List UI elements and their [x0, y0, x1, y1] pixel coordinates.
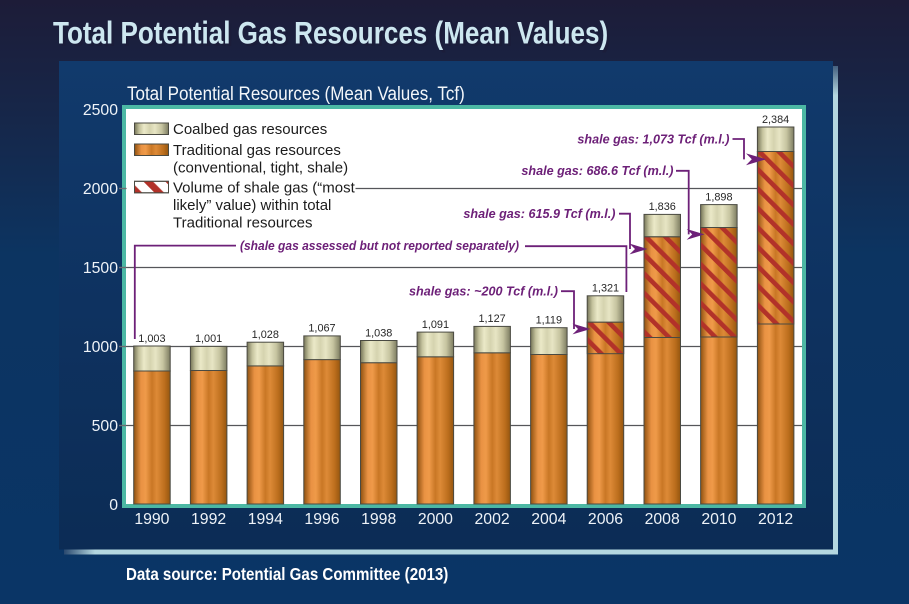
svg-text:Volume of shale gas (“most: Volume of shale gas (“most — [173, 179, 356, 196]
svg-text:1998: 1998 — [361, 511, 396, 528]
svg-text:2,384: 2,384 — [762, 114, 789, 126]
svg-text:1996: 1996 — [304, 511, 339, 528]
svg-text:Total Potential Resources (Mea: Total Potential Resources (Mean Values, … — [127, 82, 465, 104]
svg-text:2008: 2008 — [645, 511, 680, 528]
svg-text:Coalbed gas resources: Coalbed gas resources — [173, 121, 327, 138]
svg-text:1,127: 1,127 — [478, 313, 505, 325]
svg-text:1,001: 1,001 — [195, 333, 222, 345]
svg-text:1,067: 1,067 — [308, 323, 335, 335]
svg-text:1992: 1992 — [191, 511, 226, 528]
svg-text:likely” value) within total: likely” value) within total — [173, 197, 331, 214]
svg-text:1,898: 1,898 — [705, 191, 732, 203]
svg-text:shale gas: 615.9 Tcf (m.l.): shale gas: 615.9 Tcf (m.l.) — [463, 207, 615, 221]
svg-text:shale gas: ~200 Tcf (m.l.): shale gas: ~200 Tcf (m.l.) — [409, 285, 558, 299]
svg-text:1,119: 1,119 — [536, 315, 562, 327]
svg-text:1,091: 1,091 — [422, 319, 449, 331]
svg-text:2004: 2004 — [531, 511, 566, 528]
svg-text:shale gas: 1,073 Tcf (m.l.): shale gas: 1,073 Tcf (m.l.) — [577, 132, 729, 146]
svg-text:1,028: 1,028 — [252, 329, 279, 341]
svg-text:2002: 2002 — [475, 511, 510, 528]
svg-text:2500: 2500 — [83, 102, 118, 119]
svg-text:Data source: Potential Gas Com: Data source: Potential Gas Committee (20… — [126, 565, 448, 584]
svg-text:2000: 2000 — [83, 181, 118, 198]
svg-text:2012: 2012 — [758, 511, 793, 528]
svg-text:1,321: 1,321 — [592, 283, 619, 295]
svg-text:2010: 2010 — [701, 511, 736, 528]
svg-text:2006: 2006 — [588, 511, 623, 528]
svg-text:1500: 1500 — [83, 260, 118, 277]
svg-text:Traditional resources: Traditional resources — [173, 214, 313, 231]
svg-text:1990: 1990 — [134, 511, 169, 528]
svg-text:Traditional gas resources: Traditional gas resources — [173, 142, 341, 159]
svg-text:Total Potential Gas Resources: Total Potential Gas Resources (Mean Valu… — [56, 19, 611, 54]
svg-text:0: 0 — [109, 497, 118, 514]
svg-text:1,038: 1,038 — [365, 327, 392, 339]
svg-text:500: 500 — [92, 418, 119, 435]
svg-text:(shale gas assessed but not re: (shale gas assessed but not reported sep… — [240, 239, 519, 253]
svg-text:1,003: 1,003 — [138, 333, 165, 345]
svg-text:1,836: 1,836 — [649, 201, 676, 213]
svg-text:2000: 2000 — [418, 511, 453, 528]
svg-text:1994: 1994 — [248, 511, 283, 528]
svg-text:shale gas: 686.6 Tcf (m.l.): shale gas: 686.6 Tcf (m.l.) — [521, 164, 673, 178]
svg-text:1000: 1000 — [83, 339, 118, 356]
svg-text:(conventional, tight, shale): (conventional, tight, shale) — [173, 159, 348, 176]
svg-text:Total Potential Gas Resources: Total Potential Gas Resources (Mean Valu… — [53, 16, 608, 51]
